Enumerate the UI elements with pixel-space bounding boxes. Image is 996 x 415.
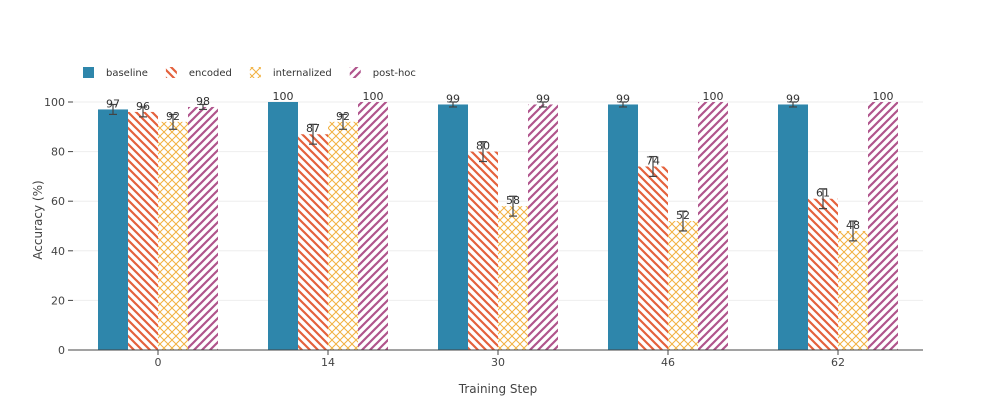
data-label-encoded-62: 61 <box>816 187 830 200</box>
bar-encoded-14 <box>298 134 328 350</box>
data-label-post-hoc-46: 100 <box>703 90 724 103</box>
data-label-baseline-62: 99 <box>786 92 800 105</box>
legend-item-baseline[interactable]: baseline <box>83 67 148 79</box>
legend-label: baseline <box>106 68 148 79</box>
y-tick-label: 20 <box>51 294 65 307</box>
x-tick-label: 62 <box>831 356 845 369</box>
data-label-baseline-14: 100 <box>273 90 294 103</box>
data-label-post-hoc-30: 99 <box>536 92 550 105</box>
data-label-encoded-46: 74 <box>646 154 660 167</box>
legend-item-encoded[interactable]: encoded <box>165 67 232 79</box>
bar-internalized-30 <box>498 206 528 350</box>
bar-baseline-62 <box>778 104 808 350</box>
bar-internalized-0 <box>158 121 188 350</box>
x-tick-label: 0 <box>155 356 162 369</box>
y-tick-label: 80 <box>51 146 65 159</box>
legend-item-post-hoc[interactable]: post-hoc <box>349 67 416 79</box>
legend-swatch <box>165 67 177 78</box>
bar-baseline-46 <box>608 104 638 350</box>
bar-post-hoc-30 <box>528 104 558 350</box>
bar-encoded-62 <box>808 198 838 350</box>
legend-label: post-hoc <box>373 68 416 79</box>
data-label-baseline-0: 97 <box>106 97 120 110</box>
data-label-encoded-30: 80 <box>476 140 490 153</box>
bar-internalized-46 <box>668 221 698 350</box>
bar-encoded-30 <box>468 151 498 350</box>
data-label-baseline-30: 99 <box>446 92 460 105</box>
bar-internalized-62 <box>838 230 868 350</box>
error-bars <box>109 101 857 242</box>
bar-post-hoc-62 <box>868 102 898 350</box>
bar-post-hoc-0 <box>188 106 218 351</box>
data-label-baseline-46: 99 <box>616 92 630 105</box>
x-tick-label: 30 <box>491 356 505 369</box>
bar-post-hoc-46 <box>698 102 728 350</box>
legend-label: internalized <box>273 68 332 79</box>
bar-baseline-30 <box>438 104 468 350</box>
data-label-internalized-0: 92 <box>166 110 180 123</box>
legend-label: encoded <box>189 68 232 79</box>
axes: 0 20 40 60 80 100 0 14 30 46 62 <box>44 96 923 369</box>
x-tick-label: 46 <box>661 356 675 369</box>
data-label-post-hoc-0: 98 <box>196 95 210 108</box>
legend-swatch <box>249 67 261 78</box>
data-label-internalized-30: 58 <box>506 194 520 207</box>
bar-post-hoc-14 <box>358 102 388 350</box>
y-tick-label: 0 <box>58 344 65 357</box>
data-label-encoded-0: 96 <box>136 100 150 113</box>
legend-swatch <box>349 67 361 78</box>
legend-item-internalized[interactable]: internalized <box>249 67 332 79</box>
y-tick-label: 40 <box>51 245 65 258</box>
legend-swatch <box>83 67 94 78</box>
x-tick-label: 14 <box>321 356 335 369</box>
data-label-internalized-46: 52 <box>676 209 690 222</box>
data-label-post-hoc-62: 100 <box>873 90 894 103</box>
bars <box>98 102 898 351</box>
y-tick-label: 100 <box>44 96 65 109</box>
data-labels: 97 96 92 98 100 87 92 100 99 80 58 99 99 74 52 100 99 61 4… <box>106 90 894 232</box>
bar-internalized-14 <box>328 121 358 350</box>
data-label-post-hoc-14: 100 <box>363 90 384 103</box>
data-label-encoded-14: 87 <box>306 122 320 135</box>
bar-encoded-46 <box>638 166 668 350</box>
data-label-internalized-62: 48 <box>846 219 860 232</box>
data-label-internalized-14: 92 <box>336 110 350 123</box>
legend[interactable]: baseline encoded internalized post-hoc <box>83 67 416 79</box>
y-axis-title: Accuracy (%) <box>31 180 45 259</box>
y-tick-label: 60 <box>51 195 65 208</box>
x-axis-title: Training Step <box>458 382 538 396</box>
bar-baseline-14 <box>268 102 298 350</box>
bar-baseline-0 <box>98 109 128 350</box>
bar-encoded-0 <box>128 111 158 350</box>
